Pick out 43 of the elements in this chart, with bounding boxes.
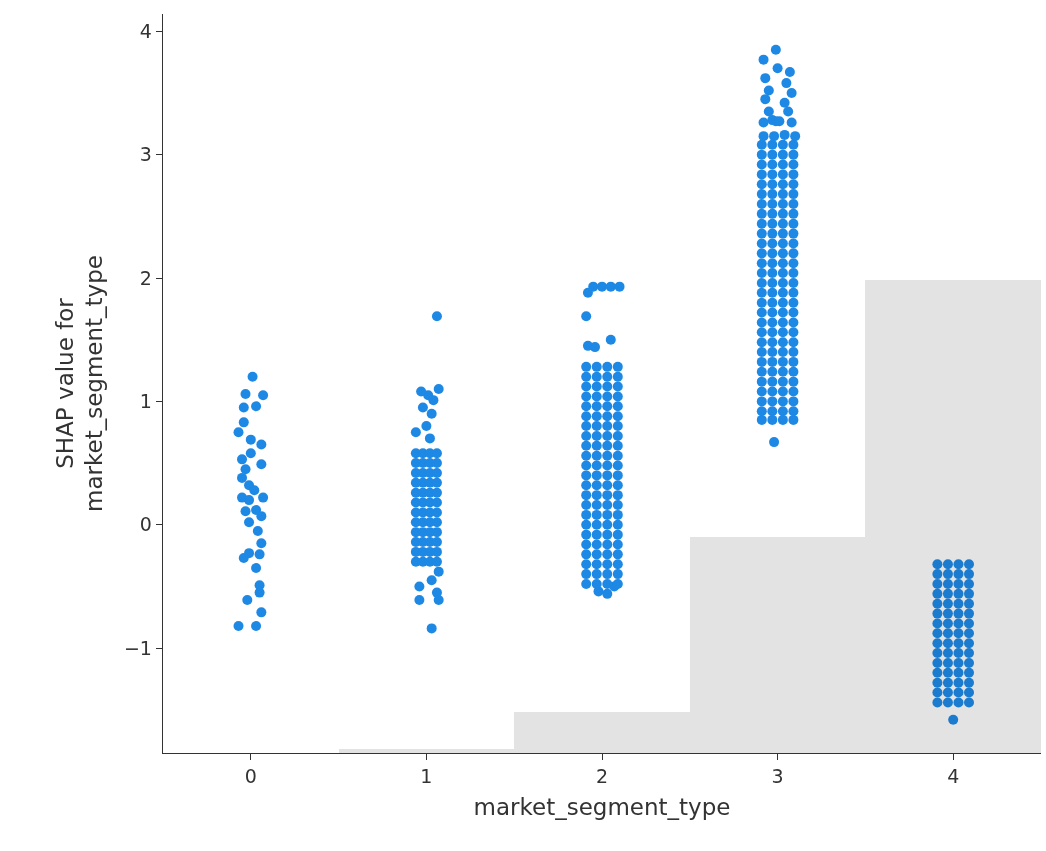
point [258, 492, 269, 503]
x-axis-title: market_segment_type [473, 793, 731, 820]
point [240, 506, 251, 517]
point [258, 390, 269, 401]
point [233, 427, 244, 438]
y-axis-title: SHAP value for market_segment_type [51, 255, 108, 512]
point [238, 417, 249, 428]
point [238, 402, 249, 413]
y-tick-label: 1 [139, 390, 152, 413]
point [244, 517, 255, 528]
x-tick-label: 2 [595, 765, 609, 788]
point [251, 401, 262, 412]
point [244, 548, 255, 559]
point [237, 472, 248, 483]
point [251, 504, 262, 515]
x-tick-label: 1 [420, 765, 433, 788]
point [244, 495, 255, 506]
x-tick-label: 3 [771, 765, 784, 788]
point [256, 459, 267, 470]
y-tick-label: 2 [139, 266, 152, 289]
point [233, 620, 244, 631]
point [249, 485, 260, 496]
y-tick-label: −1 [123, 636, 152, 659]
point [256, 607, 267, 618]
x-tick-label: 4 [947, 765, 960, 788]
point [242, 595, 253, 606]
point [256, 511, 267, 522]
y-tick-label: 4 [139, 19, 152, 42]
point [240, 388, 251, 399]
point [256, 439, 267, 450]
point [247, 371, 258, 382]
point [245, 434, 256, 445]
y-tick-label: 0 [139, 513, 152, 536]
point [237, 454, 248, 465]
point [251, 620, 262, 631]
point [245, 448, 256, 459]
point [256, 538, 267, 549]
x-tick-label: 0 [244, 765, 257, 788]
point [252, 525, 263, 536]
y-tick-label: 3 [139, 143, 152, 166]
point [251, 562, 262, 573]
point [240, 464, 251, 475]
point [254, 549, 265, 560]
